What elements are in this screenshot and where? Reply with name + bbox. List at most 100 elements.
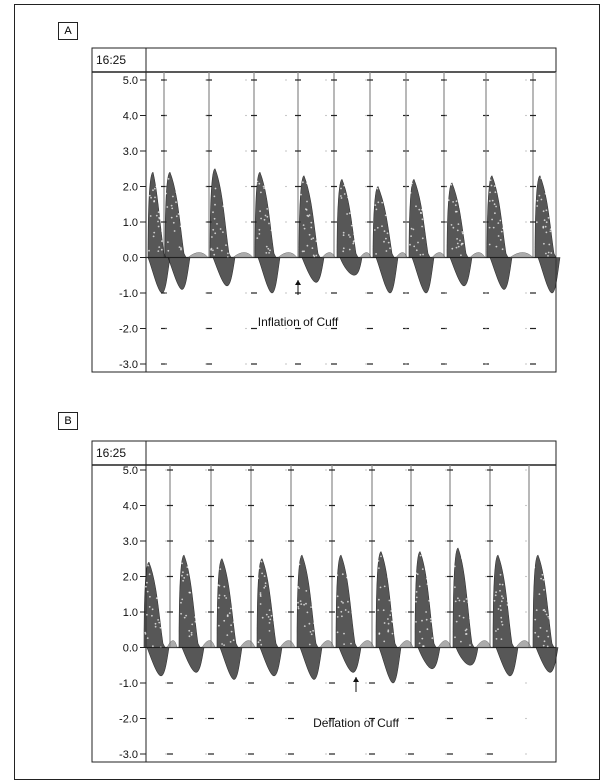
grid-dot xyxy=(405,221,407,223)
grid-dot xyxy=(285,717,287,720)
speckle xyxy=(535,609,538,611)
grid-dot xyxy=(485,221,487,223)
speckle xyxy=(214,187,217,190)
speckle xyxy=(266,182,268,185)
speckle xyxy=(461,216,463,219)
y-tick-label: 4.0 xyxy=(123,111,138,123)
diastolic-flow xyxy=(431,252,446,258)
grid-dot xyxy=(205,150,207,152)
speckle xyxy=(154,625,157,628)
grid-dot xyxy=(445,79,447,81)
grid-dot xyxy=(365,150,367,152)
grid-dot xyxy=(285,114,287,117)
grid-dot xyxy=(485,150,487,152)
speckle xyxy=(415,621,417,623)
speckle xyxy=(160,602,163,604)
speckle xyxy=(258,567,261,570)
speckle xyxy=(214,232,217,235)
speckle xyxy=(270,614,273,617)
speckle xyxy=(172,221,175,224)
grid-dot xyxy=(165,185,167,188)
speckle xyxy=(346,213,348,215)
speckle xyxy=(218,170,221,173)
speckle xyxy=(458,599,461,602)
speckle xyxy=(493,203,496,206)
speckle xyxy=(534,618,537,621)
speckle xyxy=(313,615,316,618)
grid-dot xyxy=(325,363,327,365)
speckle xyxy=(310,238,313,241)
grid-dot xyxy=(405,185,407,188)
speckle xyxy=(347,611,350,613)
speckle xyxy=(155,185,158,188)
speckle xyxy=(158,246,161,249)
speckle xyxy=(307,184,310,187)
grid-dot xyxy=(445,114,447,117)
speckle xyxy=(497,608,500,610)
grid-dot xyxy=(445,575,447,578)
speckle xyxy=(155,214,158,217)
y-tick-label: 5.0 xyxy=(123,75,138,87)
grid-dot xyxy=(165,363,167,365)
speckle xyxy=(181,598,184,601)
grid-dot xyxy=(445,150,447,152)
speckle xyxy=(306,244,309,247)
speckle xyxy=(219,228,222,230)
speckle xyxy=(181,562,184,565)
grid-dot xyxy=(485,682,487,684)
grid-dot xyxy=(245,327,247,330)
speckle xyxy=(422,645,424,647)
grid-dot xyxy=(325,185,327,188)
speckle xyxy=(494,594,497,597)
y-tick-label: 4.0 xyxy=(123,501,138,513)
y-tick-label: -2.0 xyxy=(119,714,138,726)
grid-dot xyxy=(205,185,207,188)
speckle xyxy=(455,200,458,203)
speckle xyxy=(311,603,314,606)
speckle xyxy=(419,630,421,633)
diastolic-flow xyxy=(398,640,414,648)
speckle xyxy=(267,247,270,250)
speckle xyxy=(450,224,453,226)
speckle xyxy=(166,206,169,208)
speckle xyxy=(351,559,353,561)
speckle xyxy=(226,634,229,636)
speckle xyxy=(310,606,312,608)
speckle xyxy=(460,640,462,643)
grid-dot xyxy=(325,682,327,684)
grid-dot xyxy=(325,150,327,152)
speckle xyxy=(506,600,509,602)
grid-dot xyxy=(445,292,447,294)
grid-dot xyxy=(485,611,487,613)
speckle xyxy=(392,554,395,557)
grid-dot xyxy=(205,540,207,542)
grid-dot xyxy=(205,79,207,81)
speckle xyxy=(157,250,160,253)
speckle xyxy=(457,245,460,248)
speckle xyxy=(412,228,415,231)
speckle xyxy=(542,578,545,581)
speckle xyxy=(213,217,216,220)
grid-dot xyxy=(365,79,367,81)
speckle xyxy=(391,620,393,623)
speckle xyxy=(337,606,340,609)
speckle xyxy=(410,235,412,238)
speckle xyxy=(469,644,471,646)
speckle xyxy=(543,555,546,558)
speckle xyxy=(452,226,455,229)
grid-dot xyxy=(485,79,487,81)
speckle xyxy=(259,639,262,642)
annotation-arrowhead xyxy=(353,677,359,682)
speckle xyxy=(343,180,346,183)
speckle xyxy=(548,617,551,620)
speckle xyxy=(223,594,226,597)
grid-dot xyxy=(245,363,247,365)
grid-dot xyxy=(245,753,247,755)
speckle xyxy=(146,581,148,584)
y-tick-label: -2.0 xyxy=(119,324,138,336)
speckle xyxy=(188,635,191,638)
speckle xyxy=(499,219,502,222)
speckle xyxy=(544,225,547,228)
speckle xyxy=(268,609,271,611)
speckle xyxy=(232,621,235,623)
